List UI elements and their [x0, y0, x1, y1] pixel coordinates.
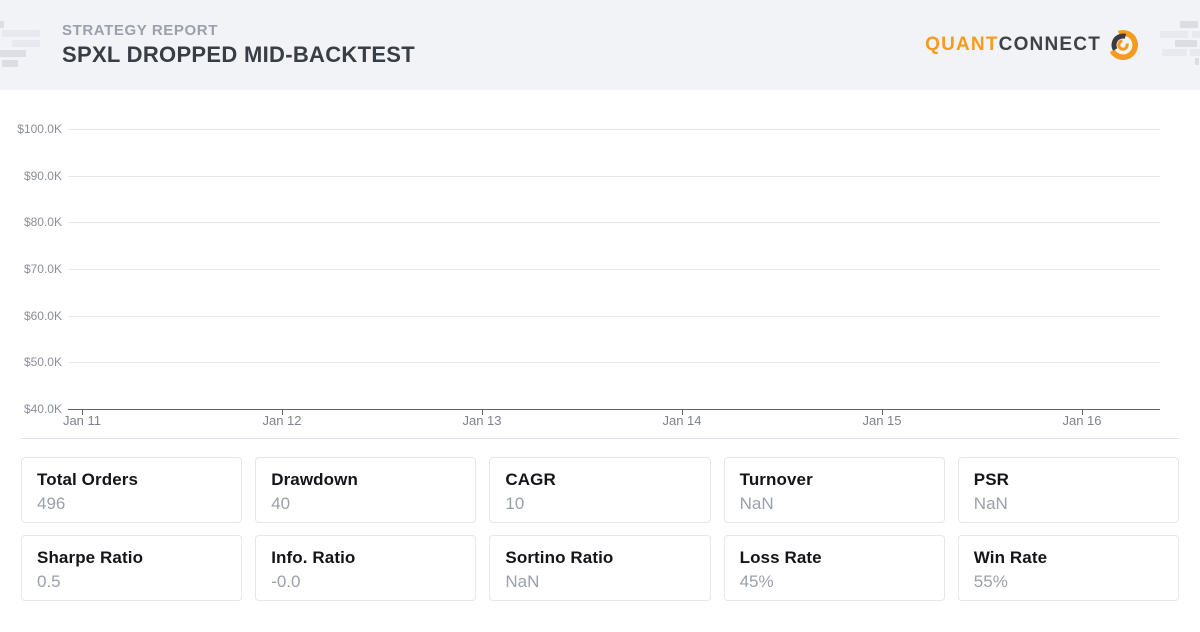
quantconnect-logo-icon	[1108, 30, 1138, 60]
stat-card-sortino-ratio: Sortino Ratio NaN	[489, 535, 711, 601]
stat-value: -0.0	[271, 572, 301, 591]
stat-label: Win Rate	[973, 548, 1048, 567]
logo-text-quant: QUANT	[925, 34, 999, 55]
page-title: SPXL DROPPED MID-BACKTEST	[62, 42, 416, 67]
x-axis-label: Jan 11	[62, 413, 102, 428]
y-axis-label: $70.0K	[23, 262, 62, 276]
stat-label: Total Orders	[37, 470, 139, 489]
x-axis-line	[68, 409, 1160, 410]
gridline	[68, 176, 1160, 177]
stat-label: Sortino Ratio	[505, 548, 614, 567]
x-tick	[282, 410, 283, 415]
x-axis-label: Jan 14	[662, 413, 702, 428]
stat-card-sharpe-ratio: Sharpe Ratio 0.5	[21, 535, 243, 601]
y-axis-label: $90.0K	[23, 169, 62, 183]
stat-card-win-rate: Win Rate 55%	[957, 535, 1179, 601]
stat-label: Turnover	[739, 470, 813, 489]
section-divider	[21, 438, 1179, 439]
y-axis-label: $80.0K	[23, 215, 62, 229]
stat-label: CAGR	[505, 470, 556, 489]
header-lines-decoration-left	[0, 0, 50, 90]
x-axis-label: Jan 16	[1062, 413, 1102, 428]
y-axis-label: $100.0K	[17, 122, 62, 136]
stat-card-info-ratio: Info. Ratio -0.0	[255, 535, 477, 601]
stat-label: Sharpe Ratio	[37, 548, 144, 567]
y-axis-label: $40.0K	[23, 402, 62, 416]
x-tick	[482, 410, 483, 415]
gridline	[68, 269, 1160, 270]
stat-label: Info. Ratio	[271, 548, 356, 567]
gridline	[68, 316, 1160, 317]
x-axis-label: Jan 15	[862, 413, 902, 428]
stat-label: PSR	[973, 470, 1010, 489]
x-tick	[1082, 410, 1083, 415]
stat-label: Drawdown	[271, 470, 358, 489]
report-header: STRATEGY REPORT SPXL DROPPED MID-BACKTES…	[0, 0, 1200, 90]
stats-grid: Total Orders 496 Drawdown 40 CAGR 10 Tur…	[21, 457, 1179, 601]
x-tick	[82, 410, 83, 415]
stat-value: NaN	[973, 494, 1008, 513]
x-axis-label: Jan 12	[262, 413, 302, 428]
x-tick	[682, 410, 683, 415]
logo-text-connect: CONNECT	[998, 34, 1101, 55]
x-tick	[882, 410, 883, 415]
stat-value: 0.5	[37, 572, 61, 591]
stat-card-drawdown: Drawdown 40	[255, 457, 477, 523]
report-type-label: STRATEGY REPORT	[62, 22, 218, 39]
gridline	[68, 222, 1160, 223]
stat-value: 10	[505, 494, 525, 513]
header-lines-decoration-right	[1150, 0, 1200, 90]
x-axis-label: Jan 13	[462, 413, 502, 428]
y-axis-label: $50.0K	[23, 355, 62, 369]
gridline	[68, 129, 1160, 130]
stat-card-total-orders: Total Orders 496	[21, 457, 243, 523]
y-axis-label: $60.0K	[23, 309, 62, 323]
stat-value: 45%	[739, 572, 774, 591]
equity-chart: $100.0K $90.0K $80.0K $70.0K $60.0K $50.…	[0, 90, 1200, 445]
stat-value: 55%	[973, 572, 1008, 591]
quantconnect-logo: QUANT CONNECT	[925, 28, 1140, 62]
stat-card-turnover: Turnover NaN	[723, 457, 945, 523]
stat-value: NaN	[739, 494, 774, 513]
stat-value: 40	[271, 494, 291, 513]
stat-value: NaN	[505, 572, 540, 591]
stat-card-loss-rate: Loss Rate 45%	[723, 535, 945, 601]
stat-value: 496	[37, 494, 66, 513]
stat-card-cagr: CAGR 10	[489, 457, 711, 523]
stat-card-psr: PSR NaN	[957, 457, 1179, 523]
gridline	[68, 362, 1160, 363]
stat-label: Loss Rate	[739, 548, 822, 567]
